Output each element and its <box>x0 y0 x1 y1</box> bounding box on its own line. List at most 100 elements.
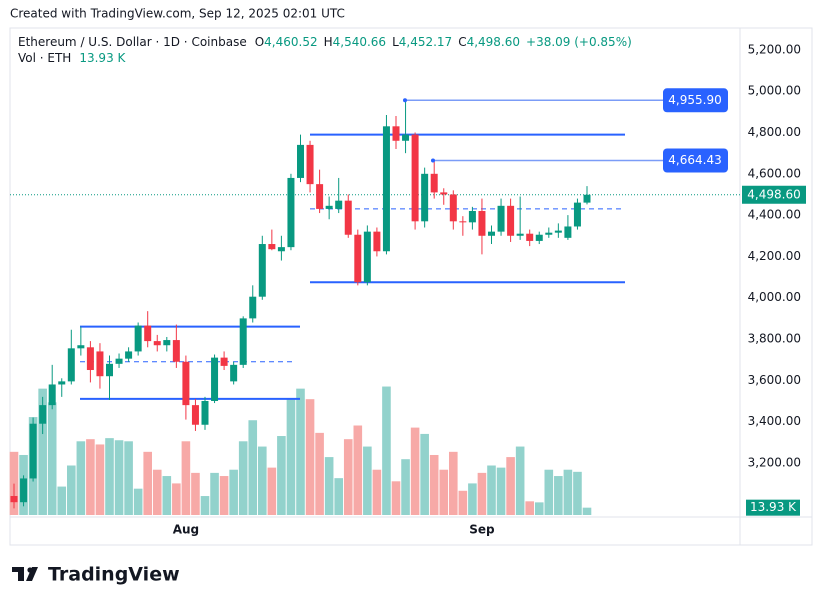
candle-body <box>382 126 390 252</box>
ohlc-label: H <box>324 35 333 49</box>
ohlc-label: C <box>458 35 466 49</box>
candle-body <box>172 340 180 362</box>
candle-body <box>440 192 448 195</box>
volume-bar <box>76 441 86 515</box>
candle-body <box>287 177 295 248</box>
candle-body <box>182 361 190 406</box>
candle-body <box>392 126 400 141</box>
volume-bar <box>38 388 47 515</box>
ray-label: 4,955.90 <box>668 93 721 107</box>
volume-bar <box>401 459 410 515</box>
legend-line: Ethereum / U.S. Dollar · 1D · Coinbase O 4… <box>18 35 632 49</box>
volume-bar <box>420 433 429 515</box>
volume-bar <box>219 476 229 515</box>
candle-body <box>191 405 199 425</box>
volume-bar <box>458 490 468 515</box>
change: +38.09 (+0.85%) <box>526 35 632 49</box>
volume-value: 13.93 K <box>79 51 126 65</box>
volume-bar <box>200 496 210 515</box>
volume-bar <box>315 432 324 515</box>
candle-body <box>497 205 505 232</box>
volume-bar <box>525 501 534 515</box>
candle-body <box>134 325 142 352</box>
candle-body <box>421 173 429 222</box>
candle-body <box>249 296 257 319</box>
candle-body <box>402 134 410 141</box>
volume-bar <box>391 481 401 515</box>
volume-bar <box>238 441 248 515</box>
ohlc-label: L <box>392 35 399 49</box>
logo: TradingView <box>12 564 180 586</box>
volume-bar <box>449 451 458 515</box>
y-tick-label: 4,400.00 <box>748 208 801 222</box>
volume-bar <box>143 451 152 515</box>
ohlc-value: 4,452.17 <box>399 35 452 49</box>
y-tick-label: 5,200.00 <box>748 42 801 56</box>
candle-body <box>277 247 285 252</box>
candle-body <box>220 357 228 366</box>
volume-bar <box>334 478 343 515</box>
candle-body <box>86 347 94 371</box>
candle-body <box>325 205 333 209</box>
price-tag <box>742 185 806 204</box>
candle-body <box>344 200 352 235</box>
logo-icon <box>12 567 38 581</box>
chart-frame <box>9 27 813 546</box>
candle-body <box>478 210 486 236</box>
candle-body <box>67 348 75 382</box>
volume-bar <box>353 425 363 515</box>
ohlc-label: O <box>255 35 264 49</box>
candle-body <box>29 423 37 479</box>
volume-bar <box>95 444 105 515</box>
volume-bar <box>506 457 515 515</box>
y-tick-label: 3,400.00 <box>748 414 801 428</box>
volume-bar <box>554 476 563 515</box>
volume-bar <box>133 488 143 515</box>
candle-body <box>297 144 304 178</box>
candle-body <box>430 173 438 193</box>
candle-body <box>230 364 238 382</box>
candle-body <box>411 134 419 222</box>
y-tick-label: 3,600.00 <box>748 373 801 387</box>
volume-bar <box>372 469 382 515</box>
candle-body <box>488 231 495 236</box>
volume-bar <box>114 440 124 515</box>
brand: TradingView <box>48 564 180 586</box>
y-tick-label: 5,000.00 <box>748 84 801 98</box>
logo-dot <box>27 567 33 573</box>
candle-body <box>459 221 467 223</box>
symbol: Ethereum / U.S. Dollar · 1D · Coinbase <box>18 35 247 49</box>
volume-bar <box>515 446 525 515</box>
volume-bar <box>162 476 172 515</box>
volume-bar <box>477 472 487 515</box>
volume-bar <box>582 507 592 515</box>
ohlc-value: 4,498.60 <box>467 35 520 49</box>
volume-bar <box>382 386 391 515</box>
volume-bar <box>324 457 334 515</box>
volume-bar <box>496 467 506 515</box>
candle-body <box>468 210 476 223</box>
ray-tag <box>663 148 728 173</box>
candle-body <box>449 194 457 222</box>
candle-body <box>201 400 209 425</box>
candle-body <box>516 233 524 236</box>
candle-body <box>526 233 534 241</box>
candle-body <box>573 202 581 227</box>
candle-body <box>583 194 591 203</box>
volume-bar <box>210 472 219 515</box>
volume-bar <box>439 469 449 515</box>
ohlc-value: 4,540.66 <box>333 35 386 49</box>
candle-body <box>96 351 104 377</box>
volume-bar <box>47 402 57 515</box>
candle-body <box>10 495 18 503</box>
volume-bar <box>296 388 305 515</box>
x-tick-label: Sep <box>469 523 495 537</box>
candle-body <box>564 226 572 238</box>
volume-bar <box>286 399 296 515</box>
volume-title: Vol · ETH <box>18 51 71 65</box>
candle-body <box>306 144 314 185</box>
volume-legend: Vol · ETH 13.93 K <box>18 51 127 65</box>
candle-body <box>39 405 47 424</box>
candle-body <box>153 341 161 346</box>
volume-bar <box>258 446 267 515</box>
